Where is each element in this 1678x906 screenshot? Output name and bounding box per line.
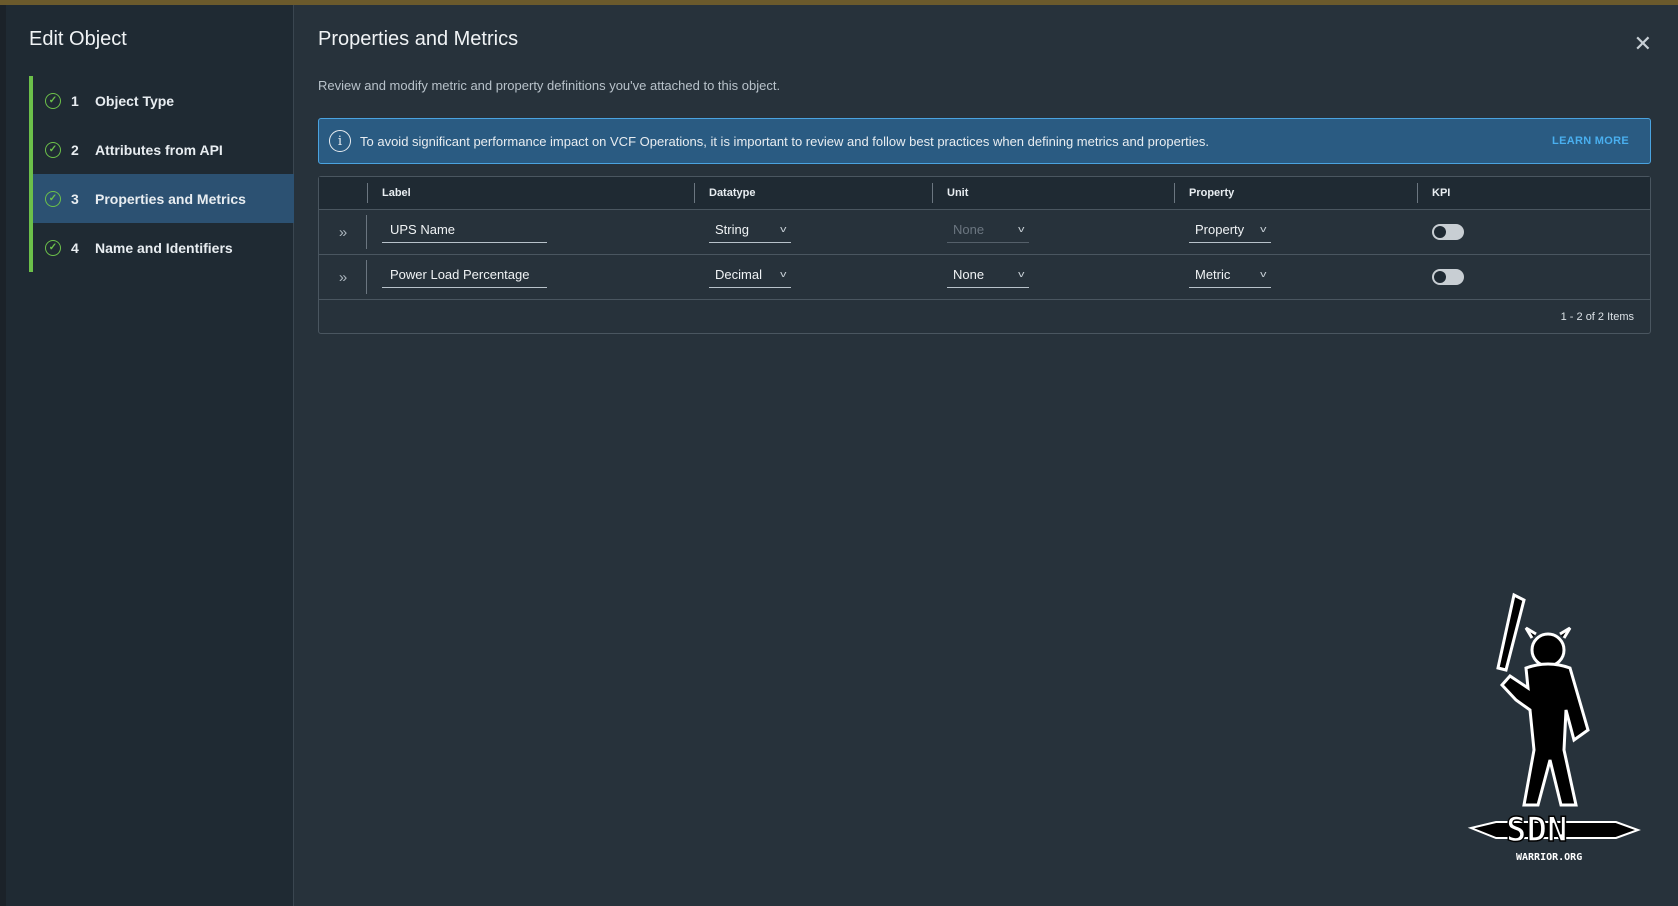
label-input[interactable]: Power Load Percentage: [382, 267, 547, 288]
chevron-down-icon: v: [1259, 224, 1266, 234]
metrics-table: Label Datatype Unit Property KPI » UPS N…: [318, 176, 1651, 334]
learn-more-link[interactable]: LEARN MORE: [1552, 135, 1629, 147]
kpi-toggle[interactable]: [1432, 224, 1464, 240]
svg-text:WARRIOR.ORG: WARRIOR.ORG: [1516, 852, 1582, 863]
check-circle-icon: ✓: [45, 190, 61, 207]
table-footer: 1 - 2 of 2 Items: [319, 300, 1650, 333]
svg-text:SDN: SDN: [1506, 810, 1567, 850]
column-header-datatype[interactable]: Datatype: [694, 177, 932, 209]
close-icon[interactable]: ✕: [1633, 31, 1652, 56]
chevron-down-icon: v: [1259, 269, 1266, 279]
step-number: 1: [71, 92, 79, 109]
check-circle-icon: ✓: [45, 141, 61, 158]
main-panel: Properties and Metrics ✕ Review and modi…: [318, 5, 1678, 906]
expand-row-icon[interactable]: »: [319, 255, 367, 299]
step-number: 2: [71, 141, 79, 158]
property-type-value: Metric: [1195, 266, 1231, 282]
step-label: Attributes from API: [95, 141, 223, 158]
info-banner: i To avoid significant performance impac…: [318, 118, 1651, 164]
column-header-unit[interactable]: Unit: [932, 177, 1174, 209]
unit-select: None v: [947, 222, 1029, 243]
chevron-down-icon: v: [779, 224, 786, 234]
kpi-toggle[interactable]: [1432, 269, 1464, 285]
datatype-value: Decimal: [715, 266, 762, 282]
step-properties-and-metrics[interactable]: ✓ 3 Properties and Metrics: [29, 174, 294, 223]
subscription-notice-strip: [0, 0, 1678, 5]
table-row: » UPS Name String v None v Property v: [319, 210, 1650, 255]
edit-object-modal: Edit Object ✓ 1 Object Type ✓ 2 Attributes f…: [6, 5, 1678, 906]
page-title: Properties and Metrics: [318, 28, 519, 50]
datatype-select[interactable]: String v: [709, 222, 791, 243]
info-icon: i: [329, 130, 351, 152]
property-type-select[interactable]: Metric v: [1189, 267, 1271, 288]
wizard-sidebar: Edit Object ✓ 1 Object Type ✓ 2 Attributes f…: [6, 5, 294, 906]
expand-row-icon[interactable]: »: [319, 210, 367, 254]
step-number: 3: [71, 190, 79, 207]
page-description: Review and modify metric and property de…: [318, 78, 781, 93]
datatype-value: String: [715, 221, 749, 237]
wizard-title: Edit Object: [29, 28, 127, 50]
sdn-warrior-logo: SDN WARRIOR.ORG: [1467, 592, 1641, 863]
step-number: 4: [71, 239, 79, 256]
label-input[interactable]: UPS Name: [382, 222, 547, 243]
table-row: » Power Load Percentage Decimal v None v M…: [319, 255, 1650, 300]
pagination-count: 1 - 2 of 2 Items: [1560, 310, 1634, 323]
step-attributes-from-api[interactable]: ✓ 2 Attributes from API: [29, 125, 294, 174]
step-object-type[interactable]: ✓ 1 Object Type: [29, 76, 294, 125]
step-label: Object Type: [95, 92, 175, 109]
column-header-kpi[interactable]: KPI: [1417, 177, 1650, 209]
column-header-property[interactable]: Property: [1174, 177, 1417, 209]
chevron-down-icon: v: [779, 269, 786, 279]
property-type-value: Property: [1195, 221, 1245, 237]
chevron-down-icon: v: [1017, 269, 1024, 279]
wizard-steps: ✓ 1 Object Type ✓ 2 Attributes from API ✓ 3 Pr…: [29, 76, 294, 272]
step-label: Properties and Metrics: [95, 190, 246, 207]
check-circle-icon: ✓: [45, 239, 61, 256]
column-header-label[interactable]: Label: [367, 177, 694, 209]
property-type-select[interactable]: Property v: [1189, 222, 1271, 243]
table-header: Label Datatype Unit Property KPI: [319, 177, 1650, 210]
banner-text: To avoid significant performance impact …: [360, 133, 1210, 149]
check-circle-icon: ✓: [45, 92, 61, 109]
step-label: Name and Identifiers: [95, 239, 233, 256]
step-name-and-identifiers[interactable]: ✓ 4 Name and Identifiers: [29, 223, 294, 272]
unit-value: None: [953, 266, 985, 282]
unit-value: None: [953, 221, 985, 237]
unit-select[interactable]: None v: [947, 267, 1029, 288]
chevron-down-icon: v: [1017, 224, 1024, 234]
expand-column-header: [319, 177, 367, 209]
datatype-select[interactable]: Decimal v: [709, 267, 791, 288]
